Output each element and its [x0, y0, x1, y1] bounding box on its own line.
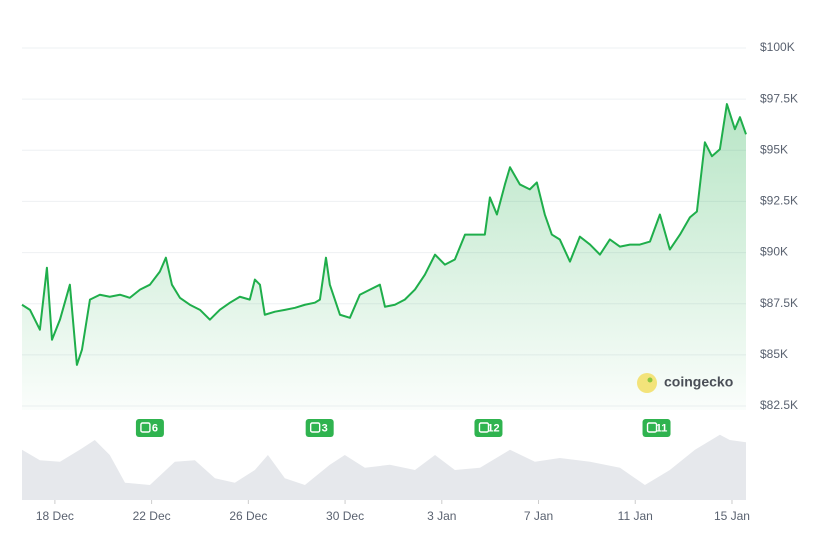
- y-tick-label: $90K: [760, 245, 788, 259]
- x-tick-label: 26 Dec: [229, 509, 267, 523]
- logo: [637, 373, 657, 393]
- y-tick-label: $97.5K: [760, 91, 798, 105]
- event-count: 12: [487, 422, 499, 434]
- x-tick-label: 11 Jan: [618, 509, 653, 523]
- x-tick-label: 30 Dec: [326, 509, 364, 523]
- x-tick-label: 3 Jan: [427, 509, 456, 523]
- event-badge: 12: [474, 419, 503, 437]
- y-tick-label: $95K: [760, 142, 788, 156]
- x-tick-label: 22 Dec: [133, 509, 171, 523]
- x-tick-label: 15 Jan: [714, 509, 750, 523]
- event-badge: 6: [135, 419, 164, 437]
- y-tick-label: $100K: [760, 40, 795, 54]
- badge-icon: [309, 422, 321, 433]
- event-count: 6: [152, 422, 158, 434]
- logo-eye: [647, 377, 653, 383]
- price-area: [22, 104, 746, 410]
- y-tick-label: $85K: [760, 347, 788, 361]
- event-count: 3: [322, 422, 328, 434]
- badge-icon: [140, 422, 151, 433]
- y-tick-label: $82.5K: [760, 398, 798, 412]
- badge-icon: [478, 422, 490, 433]
- badge-icon: [646, 422, 658, 433]
- price-line: [21, 103, 747, 366]
- event-count: 11: [656, 422, 668, 434]
- x-tick-label: 18 Dec: [36, 509, 74, 523]
- volume-area: [22, 434, 746, 500]
- x-tick-label: 7 Jan: [524, 509, 553, 523]
- y-tick-label: $87.5K: [760, 296, 798, 310]
- event-badge: 3: [305, 419, 334, 437]
- event-badge: 11: [642, 419, 671, 437]
- y-tick-label: $92.5K: [760, 194, 798, 208]
- watermark: coingecko: [664, 374, 733, 390]
